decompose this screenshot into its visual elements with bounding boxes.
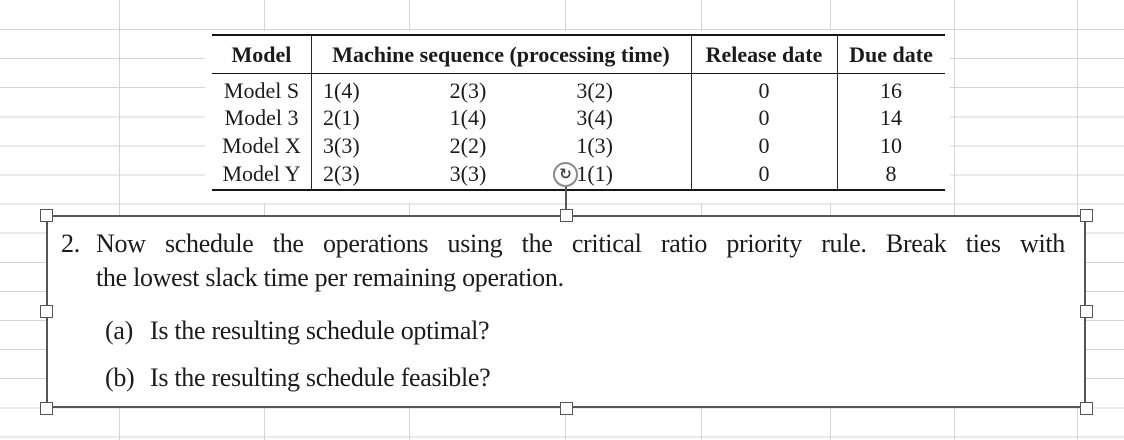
table-column-separator: [311, 36, 312, 189]
subitem-b-text: Is the resulting schedule feasible?: [150, 363, 491, 392]
header-due: Due date: [849, 41, 933, 67]
subitem-b-label: (b): [105, 363, 135, 392]
question-text: Now schedule the operations using the cr…: [96, 227, 1065, 295]
seq-op: 2(3): [323, 160, 360, 186]
cell-sequence: 2(3) 3(3) 1(1): [311, 161, 691, 187]
seq-op: 2(2): [449, 132, 487, 158]
cell-sequence: 3(3) 2(2) 1(3): [311, 133, 691, 159]
seq-op: 1(3): [576, 132, 613, 158]
cell-due: 16: [880, 77, 902, 103]
seq-op: 1(4): [449, 105, 487, 131]
cell-sequence: 1(4) 2(3) 3(2): [311, 78, 691, 104]
seq-op: 3(2): [576, 77, 613, 103]
header-release: Release date: [705, 41, 823, 67]
resize-handle-bottom-left[interactable]: [39, 401, 53, 415]
table-row: Model Y 2(3) 3(3) 1(1) 0 8: [212, 160, 945, 188]
rotate-handle-stem: [564, 185, 567, 215]
cell-release: 0: [758, 160, 770, 186]
resize-handle-bottom-right[interactable]: [1079, 401, 1093, 415]
seq-op: 1(1): [576, 160, 613, 186]
resize-handle-mid-right[interactable]: [1079, 305, 1093, 318]
subitem-a: (a) Is the resulting schedule optimal?: [105, 314, 1065, 348]
cell-due: 14: [880, 105, 902, 131]
subitem-b: (b) Is the resulting schedule feasible?: [105, 361, 1065, 395]
seq-op: 3(3): [323, 132, 360, 158]
table-row: Model S 1(4) 2(3) 3(2) 0 16: [212, 77, 945, 105]
seq-op: 3(3): [449, 160, 487, 186]
resize-handle-top-right[interactable]: [1079, 208, 1093, 222]
cell-due: 8: [885, 160, 897, 186]
cell-release: 0: [758, 132, 770, 158]
cell-release: 0: [758, 105, 770, 131]
cell-release: 0: [758, 77, 770, 103]
question-number: 2.: [61, 229, 80, 258]
resize-handle-bottom-center[interactable]: [559, 401, 573, 415]
subitem-a-text: Is the resulting schedule optimal?: [150, 316, 490, 345]
seq-op: 2(3): [449, 77, 487, 103]
cell-model: Model X: [222, 132, 301, 158]
table-header-row: Model Machine sequence (processing time)…: [212, 36, 945, 74]
table-column-separator: [837, 36, 838, 189]
seq-op: 3(4): [576, 105, 613, 131]
table-figure[interactable]: Model Machine sequence (processing time)…: [205, 31, 950, 203]
header-sequence: Machine sequence (processing time): [332, 41, 670, 67]
cell-sequence: 2(1) 1(4) 3(4): [311, 105, 691, 131]
table-body: Model S 1(4) 2(3) 3(2) 0 16 Model 3 2(1)…: [212, 74, 945, 187]
seq-op: 1(4): [323, 77, 360, 103]
rotate-glyph: ↻: [559, 165, 572, 183]
table-row: Model X 3(3) 2(2) 1(3) 0 10: [212, 132, 945, 160]
subitem-a-label: (a): [105, 316, 133, 345]
question-subitems: (a) Is the resulting schedule optimal? (…: [105, 314, 1065, 395]
question-line2: the lowest slack time per remaining oper…: [96, 263, 564, 292]
cell-model: Model 3: [224, 105, 299, 131]
table-row: Model 3 2(1) 1(4) 3(4) 0 14: [212, 105, 945, 133]
table-column-separator: [691, 36, 692, 189]
rotate-clockwise-icon[interactable]: ↻: [553, 162, 578, 187]
resize-handle-top-center[interactable]: [559, 208, 573, 222]
cell-due: 10: [880, 132, 902, 158]
question-paragraph: 2. Now schedule the operations using the…: [61, 227, 1065, 295]
cell-model: Model S: [223, 77, 300, 103]
resize-handle-top-left[interactable]: [39, 208, 53, 222]
resize-handle-mid-left[interactable]: [39, 305, 53, 318]
seq-op: 2(1): [323, 105, 360, 131]
question-textbox[interactable]: 2. Now schedule the operations using the…: [46, 215, 1086, 408]
question-line1: Now schedule the operations using the cr…: [96, 229, 1065, 258]
cell-model: Model Y: [222, 160, 301, 186]
header-model: Model: [231, 41, 292, 67]
scheduling-table: Model Machine sequence (processing time)…: [212, 34, 945, 191]
